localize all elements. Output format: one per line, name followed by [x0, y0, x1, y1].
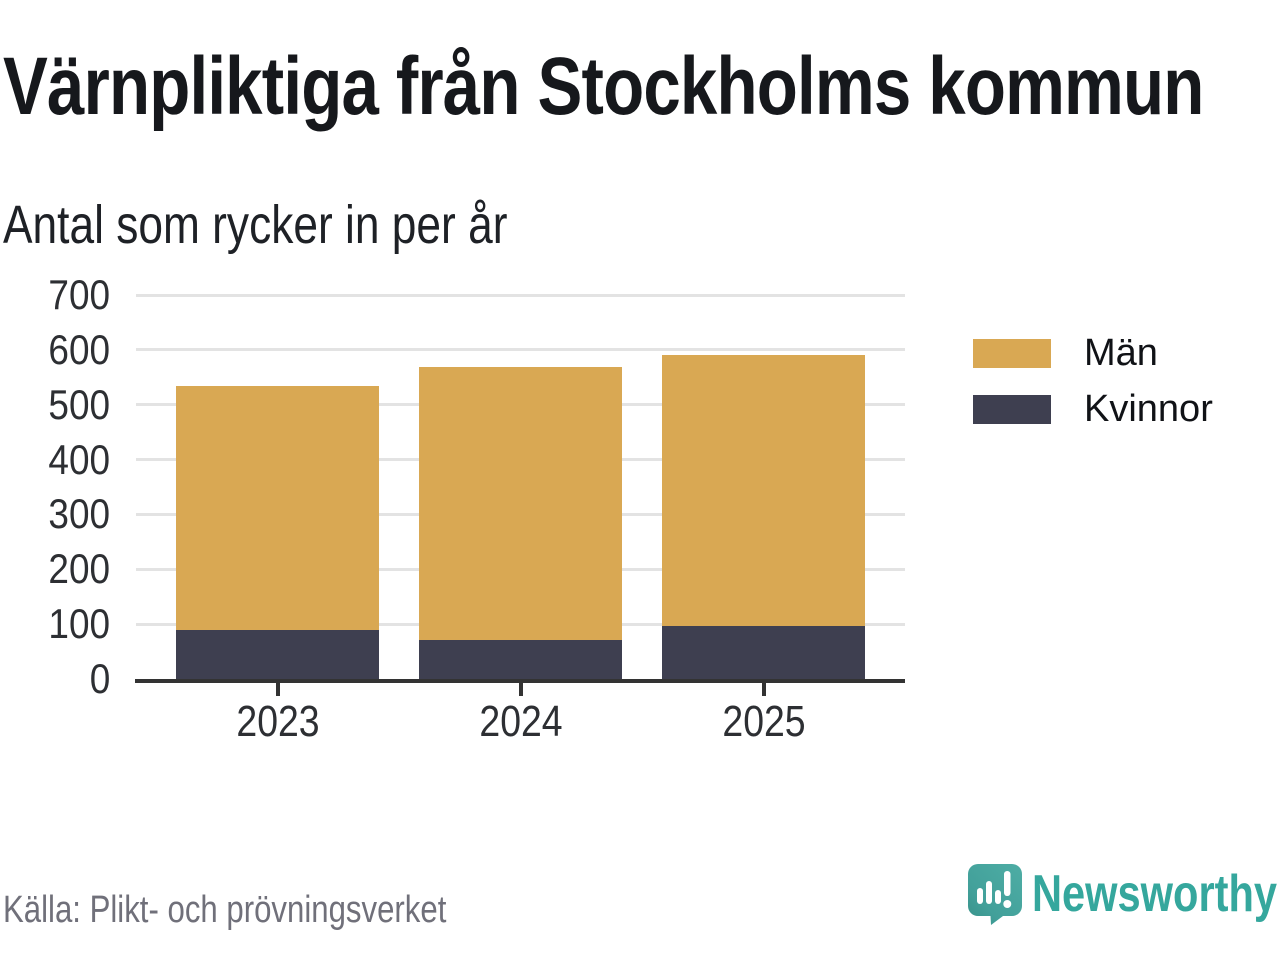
y-tick-text: 400: [48, 435, 110, 483]
legend-item-män: Män: [973, 334, 1213, 372]
y-tick-label-300: 300: [0, 492, 110, 536]
y-tick-label-100: 100: [0, 602, 110, 646]
y-tick-label-500: 500: [0, 380, 110, 428]
bar-2024: [419, 366, 622, 679]
bar-segment-kvinnor-2023: [176, 629, 379, 679]
legend: Män Kvinnor: [973, 334, 1213, 428]
page-title: Värnpliktiga från Stockholms kommun: [3, 41, 1204, 132]
bar-segment-kvinnor-2025: [662, 626, 865, 679]
x-axis-labels: 2023 2024 2025: [140, 694, 905, 754]
y-tick-label-200: 200: [0, 547, 110, 591]
bar-segment-kvinnor-2024: [419, 639, 622, 679]
y-axis: 0 100 200 300 400 500 600 700: [0, 273, 114, 701]
x-tick-2024: [518, 683, 523, 696]
logo-bar-2: [986, 881, 992, 904]
gridline-y-600: [136, 348, 905, 352]
newsworthy-wordmark: Newsworthy: [1032, 865, 1278, 923]
bar-segment-män-2025: [662, 355, 865, 627]
y-tick-text: 600: [48, 325, 110, 373]
logo-exclamation-bar: [1004, 871, 1011, 896]
bar-segment-män-2024: [419, 366, 622, 640]
chart-subtitle: Antal som rycker in per år: [3, 195, 508, 255]
legend-label-män: Män: [1084, 332, 1158, 374]
y-tick-text: 700: [48, 271, 110, 318]
logo-exclamation-dot: [1003, 900, 1012, 908]
x-tick-2025: [761, 683, 766, 696]
newsworthy-icon: [968, 864, 1022, 925]
y-tick-text: 0: [89, 655, 110, 702]
bar-2023: [176, 385, 379, 679]
y-tick-label-400: 400: [0, 435, 110, 483]
x-axis-line: [135, 679, 905, 683]
bar-segment-män-2023: [176, 385, 379, 630]
logo-bar-1: [977, 888, 983, 904]
x-tick-label-2023: 2023: [235, 697, 320, 746]
legend-swatch-män: [973, 338, 1051, 368]
y-tick-text: 200: [48, 545, 110, 593]
logo-bar-3: [995, 890, 1001, 904]
y-tick-label-600: 600: [0, 325, 110, 373]
y-tick-text: 300: [48, 490, 110, 538]
x-tick-2023: [275, 683, 280, 696]
gridline-y-700: [136, 293, 905, 297]
y-tick-label-0: 0: [0, 657, 110, 701]
legend-swatch-kvinnor: [973, 394, 1051, 424]
legend-item-kvinnor: Kvinnor: [973, 390, 1213, 428]
x-tick-label-2025: 2025: [721, 697, 806, 746]
plot-area: [135, 293, 905, 696]
legend-label-kvinnor: Kvinnor: [1084, 388, 1213, 430]
x-tick-label-2024: 2024: [478, 697, 563, 746]
source-note: Källa: Plikt- och prövningsverket: [3, 889, 447, 931]
newsworthy-logo: Newsworthy: [968, 862, 1280, 932]
y-tick-label-700: 700: [0, 273, 110, 317]
y-tick-text: 100: [48, 600, 110, 648]
y-tick-text: 500: [48, 380, 110, 428]
bar-2025: [662, 355, 865, 679]
